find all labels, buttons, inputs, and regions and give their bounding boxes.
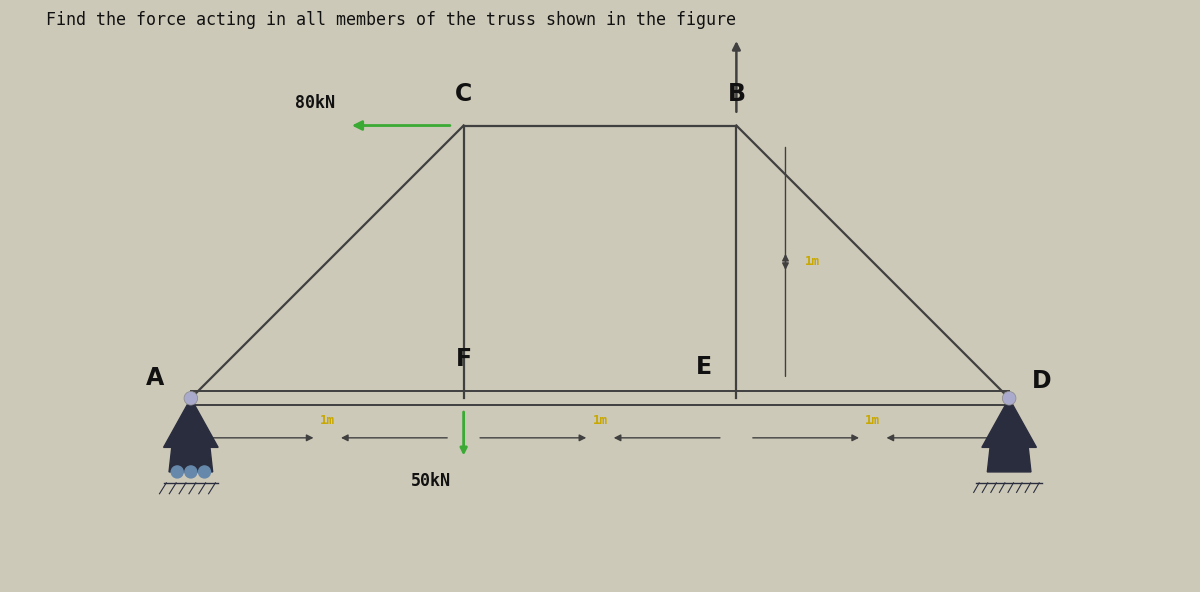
Polygon shape xyxy=(988,448,1031,472)
Text: 80kN: 80kN xyxy=(295,94,336,112)
Text: 1m: 1m xyxy=(593,414,607,427)
Polygon shape xyxy=(169,448,212,472)
Circle shape xyxy=(198,466,210,478)
Polygon shape xyxy=(982,398,1037,448)
Text: 1m: 1m xyxy=(865,414,881,427)
Text: A: A xyxy=(146,366,164,390)
Circle shape xyxy=(1002,391,1016,405)
Text: Find the force acting in all members of the truss shown in the figure: Find the force acting in all members of … xyxy=(47,11,737,29)
Text: 50kN: 50kN xyxy=(410,472,451,490)
Circle shape xyxy=(184,391,198,405)
Circle shape xyxy=(172,466,184,478)
Text: 1m: 1m xyxy=(804,255,820,268)
Text: E: E xyxy=(696,355,712,379)
Polygon shape xyxy=(163,398,218,448)
Text: B: B xyxy=(727,82,745,107)
Circle shape xyxy=(185,466,197,478)
Text: D: D xyxy=(1032,369,1051,393)
Text: 1m: 1m xyxy=(319,414,335,427)
Text: F: F xyxy=(456,347,472,371)
Text: C: C xyxy=(455,82,473,107)
